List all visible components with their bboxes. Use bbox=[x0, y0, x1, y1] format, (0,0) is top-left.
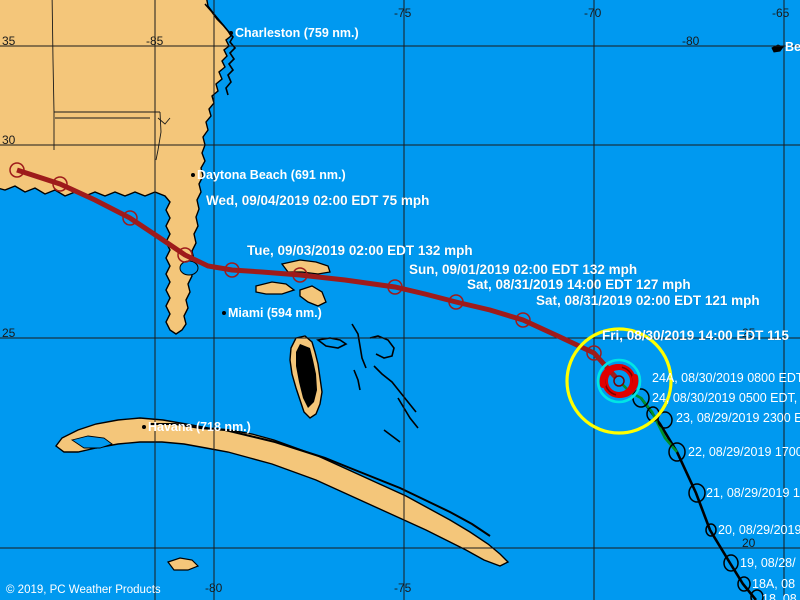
city-label-charleston[interactable]: Charleston (759 nm.) bbox=[235, 26, 359, 40]
history-label-adv-24A[interactable]: 24A, 08/30/2019 0800 EDT, 109 mp bbox=[652, 371, 800, 385]
island-great-abaco bbox=[299, 285, 327, 307]
city-label-havana[interactable]: Havana (718 nm.) bbox=[148, 420, 251, 434]
history-label-adv-19[interactable]: 19, 08/28/ bbox=[740, 556, 796, 570]
track-forecast-line bbox=[16, 167, 621, 383]
history-label-adv-21[interactable]: 21, 08/29/2019 110 bbox=[706, 486, 800, 500]
storm-center-symbol[interactable] bbox=[599, 364, 639, 398]
forecast-label-sat-0831-0200[interactable]: Sat, 08/31/2019 02:00 EDT 121 mph bbox=[536, 293, 760, 308]
cuba-lagoon bbox=[70, 435, 113, 449]
forecast-label-sat-0831-1400[interactable]: Sat, 08/31/2019 14:00 EDT 127 mph bbox=[467, 277, 691, 292]
island-andros-interior bbox=[296, 344, 317, 408]
history-label-adv-20[interactable]: 20, 08/29/2019 bbox=[718, 523, 800, 537]
wind-radius-50kt-circle bbox=[596, 358, 642, 404]
bahamas-outer-islands bbox=[316, 323, 419, 443]
island-grand-bahama bbox=[255, 281, 296, 295]
history-label-adv-18[interactable]: 18, 08 bbox=[762, 592, 797, 600]
forecast-label-tue-0903[interactable]: Tue, 09/03/2019 02:00 EDT 132 mph bbox=[247, 243, 473, 258]
history-label-adv-22[interactable]: 22, 08/29/2019 1700 ED bbox=[688, 445, 800, 459]
wind-radius-34kt-circle bbox=[565, 327, 673, 435]
history-label-adv-24[interactable]: 24, 08/30/2019 0500 EDT, 104 mp bbox=[652, 391, 800, 405]
city-label-daytona-beach[interactable]: Daytona Beach (691 nm.) bbox=[197, 168, 346, 182]
forecast-label-wed-0904[interactable]: Wed, 09/04/2019 02:00 EDT 75 mph bbox=[206, 193, 430, 208]
lake-okeechobee bbox=[179, 260, 199, 276]
cuba-relief bbox=[150, 423, 491, 537]
landmass-group bbox=[0, 0, 784, 571]
land-southeast-us bbox=[0, 0, 232, 335]
forecast-label-sun-0901[interactable]: Sun, 09/01/2019 02:00 EDT 132 mph bbox=[409, 262, 638, 277]
history-label-adv-23[interactable]: 23, 08/29/2019 2300 EDT, 10 bbox=[676, 411, 800, 425]
city-label-miami[interactable]: Miami (594 nm.) bbox=[228, 306, 322, 320]
city-label-bermuda[interactable]: Be bbox=[785, 40, 800, 54]
state-boundaries bbox=[51, 0, 171, 161]
forecast-label-fri-0830-1400[interactable]: Fri, 08/30/2019 14:00 EDT 115 bbox=[602, 328, 789, 343]
coast-detail-carolina bbox=[204, 3, 237, 96]
storm-eye bbox=[613, 375, 625, 387]
forecast-markers bbox=[9, 162, 602, 361]
island-sliver-bottom bbox=[167, 557, 200, 571]
history-label-adv-18A[interactable]: 18A, 08 bbox=[752, 577, 796, 591]
track-history-line bbox=[639, 397, 758, 600]
city-markers bbox=[142, 31, 233, 429]
